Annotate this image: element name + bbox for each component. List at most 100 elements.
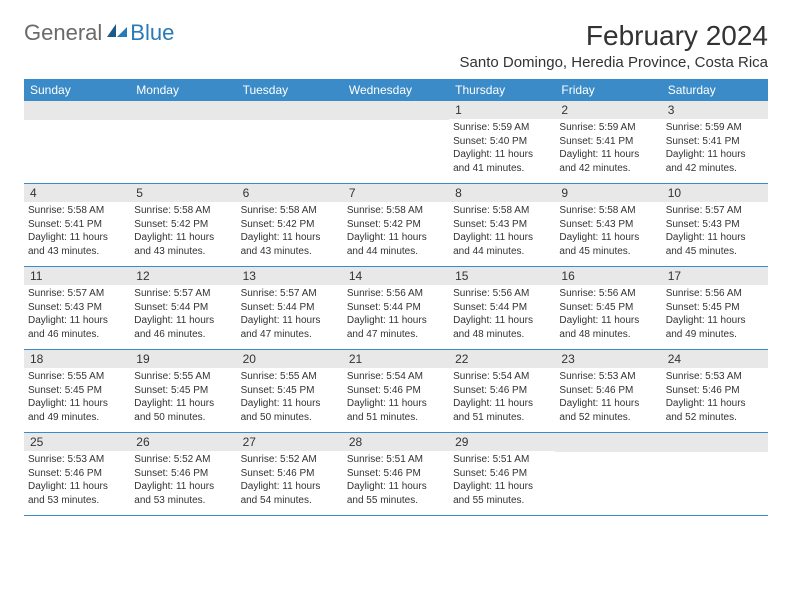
day-cell: 3Sunrise: 5:59 AMSunset: 5:41 PMDaylight… xyxy=(662,101,768,183)
day-number: 15 xyxy=(449,267,555,285)
sunset-text: Sunset: 5:43 PM xyxy=(559,218,657,232)
week-row: 4Sunrise: 5:58 AMSunset: 5:41 PMDaylight… xyxy=(24,184,768,267)
weekday-header: Tuesday xyxy=(237,79,343,101)
day-cell xyxy=(662,433,768,515)
day-cell xyxy=(130,101,236,183)
day-number: 3 xyxy=(662,101,768,119)
day-number: 12 xyxy=(130,267,236,285)
sunset-text: Sunset: 5:41 PM xyxy=(666,135,764,149)
day-number: 19 xyxy=(130,350,236,368)
day-body: Sunrise: 5:52 AMSunset: 5:46 PMDaylight:… xyxy=(130,451,236,511)
sunrise-text: Sunrise: 5:51 AM xyxy=(453,453,551,467)
sunset-text: Sunset: 5:45 PM xyxy=(134,384,232,398)
sunrise-text: Sunrise: 5:53 AM xyxy=(666,370,764,384)
sunset-text: Sunset: 5:46 PM xyxy=(134,467,232,481)
day-cell: 24Sunrise: 5:53 AMSunset: 5:46 PMDayligh… xyxy=(662,350,768,432)
month-title: February 2024 xyxy=(460,20,768,52)
sunset-text: Sunset: 5:41 PM xyxy=(559,135,657,149)
daylight-text: Daylight: 11 hours and 42 minutes. xyxy=(559,148,657,175)
logo-text-general: General xyxy=(24,20,102,46)
day-body: Sunrise: 5:54 AMSunset: 5:46 PMDaylight:… xyxy=(343,368,449,428)
sunrise-text: Sunrise: 5:54 AM xyxy=(453,370,551,384)
daylight-text: Daylight: 11 hours and 43 minutes. xyxy=(241,231,339,258)
empty-day-header xyxy=(130,101,236,120)
day-cell: 4Sunrise: 5:58 AMSunset: 5:41 PMDaylight… xyxy=(24,184,130,266)
day-body: Sunrise: 5:51 AMSunset: 5:46 PMDaylight:… xyxy=(343,451,449,511)
sunrise-text: Sunrise: 5:55 AM xyxy=(241,370,339,384)
location: Santo Domingo, Heredia Province, Costa R… xyxy=(460,54,768,71)
day-cell: 18Sunrise: 5:55 AMSunset: 5:45 PMDayligh… xyxy=(24,350,130,432)
logo: General Blue xyxy=(24,20,174,46)
weekday-header-row: Sunday Monday Tuesday Wednesday Thursday… xyxy=(24,79,768,101)
sunset-text: Sunset: 5:42 PM xyxy=(134,218,232,232)
day-body: Sunrise: 5:59 AMSunset: 5:41 PMDaylight:… xyxy=(555,119,661,179)
day-cell: 13Sunrise: 5:57 AMSunset: 5:44 PMDayligh… xyxy=(237,267,343,349)
sunset-text: Sunset: 5:43 PM xyxy=(666,218,764,232)
day-number: 21 xyxy=(343,350,449,368)
empty-day-header xyxy=(237,101,343,120)
day-cell: 10Sunrise: 5:57 AMSunset: 5:43 PMDayligh… xyxy=(662,184,768,266)
daylight-text: Daylight: 11 hours and 48 minutes. xyxy=(559,314,657,341)
sunrise-text: Sunrise: 5:56 AM xyxy=(453,287,551,301)
sunset-text: Sunset: 5:45 PM xyxy=(28,384,126,398)
day-body: Sunrise: 5:57 AMSunset: 5:44 PMDaylight:… xyxy=(130,285,236,345)
sunrise-text: Sunrise: 5:59 AM xyxy=(453,121,551,135)
day-cell: 15Sunrise: 5:56 AMSunset: 5:44 PMDayligh… xyxy=(449,267,555,349)
day-number: 11 xyxy=(24,267,130,285)
week-row: 11Sunrise: 5:57 AMSunset: 5:43 PMDayligh… xyxy=(24,267,768,350)
day-body: Sunrise: 5:55 AMSunset: 5:45 PMDaylight:… xyxy=(24,368,130,428)
sunrise-text: Sunrise: 5:57 AM xyxy=(134,287,232,301)
day-body: Sunrise: 5:55 AMSunset: 5:45 PMDaylight:… xyxy=(237,368,343,428)
day-number: 13 xyxy=(237,267,343,285)
day-cell: 23Sunrise: 5:53 AMSunset: 5:46 PMDayligh… xyxy=(555,350,661,432)
day-number: 26 xyxy=(130,433,236,451)
day-number: 28 xyxy=(343,433,449,451)
day-body: Sunrise: 5:58 AMSunset: 5:43 PMDaylight:… xyxy=(555,202,661,262)
week-row: 25Sunrise: 5:53 AMSunset: 5:46 PMDayligh… xyxy=(24,433,768,516)
day-cell: 6Sunrise: 5:58 AMSunset: 5:42 PMDaylight… xyxy=(237,184,343,266)
day-cell: 29Sunrise: 5:51 AMSunset: 5:46 PMDayligh… xyxy=(449,433,555,515)
day-cell: 25Sunrise: 5:53 AMSunset: 5:46 PMDayligh… xyxy=(24,433,130,515)
week-row: 1Sunrise: 5:59 AMSunset: 5:40 PMDaylight… xyxy=(24,101,768,184)
empty-day-header xyxy=(662,433,768,452)
day-cell: 21Sunrise: 5:54 AMSunset: 5:46 PMDayligh… xyxy=(343,350,449,432)
sunset-text: Sunset: 5:44 PM xyxy=(134,301,232,315)
day-cell: 19Sunrise: 5:55 AMSunset: 5:45 PMDayligh… xyxy=(130,350,236,432)
sunset-text: Sunset: 5:46 PM xyxy=(241,467,339,481)
title-block: February 2024 Santo Domingo, Heredia Pro… xyxy=(460,20,768,71)
day-number: 2 xyxy=(555,101,661,119)
day-number: 16 xyxy=(555,267,661,285)
day-number: 14 xyxy=(343,267,449,285)
sunrise-text: Sunrise: 5:53 AM xyxy=(28,453,126,467)
daylight-text: Daylight: 11 hours and 41 minutes. xyxy=(453,148,551,175)
day-cell: 22Sunrise: 5:54 AMSunset: 5:46 PMDayligh… xyxy=(449,350,555,432)
sunset-text: Sunset: 5:46 PM xyxy=(453,384,551,398)
daylight-text: Daylight: 11 hours and 53 minutes. xyxy=(28,480,126,507)
day-body: Sunrise: 5:54 AMSunset: 5:46 PMDaylight:… xyxy=(449,368,555,428)
day-body: Sunrise: 5:55 AMSunset: 5:45 PMDaylight:… xyxy=(130,368,236,428)
daylight-text: Daylight: 11 hours and 42 minutes. xyxy=(666,148,764,175)
sunrise-text: Sunrise: 5:59 AM xyxy=(666,121,764,135)
logo-sail-icon xyxy=(106,22,128,45)
daylight-text: Daylight: 11 hours and 51 minutes. xyxy=(347,397,445,424)
day-body: Sunrise: 5:52 AMSunset: 5:46 PMDaylight:… xyxy=(237,451,343,511)
day-body: Sunrise: 5:59 AMSunset: 5:41 PMDaylight:… xyxy=(662,119,768,179)
sunset-text: Sunset: 5:45 PM xyxy=(241,384,339,398)
day-cell: 2Sunrise: 5:59 AMSunset: 5:41 PMDaylight… xyxy=(555,101,661,183)
sunrise-text: Sunrise: 5:58 AM xyxy=(453,204,551,218)
day-cell: 9Sunrise: 5:58 AMSunset: 5:43 PMDaylight… xyxy=(555,184,661,266)
calendar: Sunday Monday Tuesday Wednesday Thursday… xyxy=(24,79,768,516)
day-cell: 14Sunrise: 5:56 AMSunset: 5:44 PMDayligh… xyxy=(343,267,449,349)
day-cell: 20Sunrise: 5:55 AMSunset: 5:45 PMDayligh… xyxy=(237,350,343,432)
daylight-text: Daylight: 11 hours and 50 minutes. xyxy=(134,397,232,424)
sunset-text: Sunset: 5:42 PM xyxy=(241,218,339,232)
day-number: 24 xyxy=(662,350,768,368)
sunset-text: Sunset: 5:46 PM xyxy=(28,467,126,481)
day-number: 29 xyxy=(449,433,555,451)
sunrise-text: Sunrise: 5:55 AM xyxy=(28,370,126,384)
daylight-text: Daylight: 11 hours and 51 minutes. xyxy=(453,397,551,424)
day-body: Sunrise: 5:57 AMSunset: 5:43 PMDaylight:… xyxy=(24,285,130,345)
sunset-text: Sunset: 5:44 PM xyxy=(453,301,551,315)
daylight-text: Daylight: 11 hours and 50 minutes. xyxy=(241,397,339,424)
header: General Blue February 2024 Santo Domingo… xyxy=(24,20,768,71)
